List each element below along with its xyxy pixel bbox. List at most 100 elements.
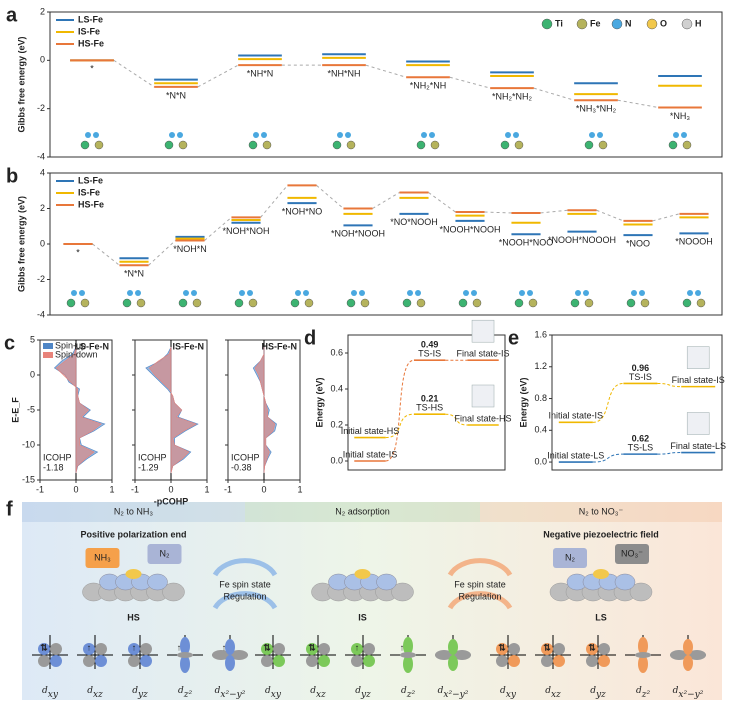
atom-icon — [527, 290, 533, 296]
connector — [92, 185, 680, 266]
atom-icon — [597, 132, 603, 138]
atom-icon — [673, 132, 679, 138]
electron-occupancy: ↑ — [355, 642, 360, 652]
orbital-lobe — [306, 655, 318, 667]
state-label: *NO*NOOH — [390, 217, 438, 227]
section-subtitle: Positive polarization end — [80, 529, 186, 539]
orbital-sub: xz — [93, 690, 103, 700]
y-axis-label: Gibbs free energy (eV) — [16, 36, 26, 132]
orbital-lobe — [635, 652, 651, 658]
y-tick-label: -2 — [37, 103, 45, 113]
orbital-sub: x²−y² — [443, 690, 468, 700]
orbital-main: d — [42, 686, 48, 696]
atom-icon — [570, 298, 580, 308]
y-tick-label: 2 — [40, 203, 45, 213]
orbital-lobe — [363, 643, 375, 655]
orbital-label: dxz — [545, 686, 561, 700]
x-tick-label: 0 — [261, 484, 266, 494]
section-subtitle: Negative piezoelectric field — [543, 529, 659, 539]
orbital-lobe — [688, 650, 706, 660]
state-label: *NOH*NOH — [222, 226, 269, 236]
orbital-lobe — [598, 655, 610, 667]
electron-occupancy: ↑ — [132, 642, 137, 652]
legend-label: HS-Fe — [78, 199, 104, 209]
orbital-label: dyz — [132, 686, 148, 700]
orbital-lobe — [363, 655, 375, 667]
orbital-lobe — [230, 650, 248, 660]
orbital-main: d — [673, 686, 679, 696]
orbital-sub: xz — [316, 690, 326, 700]
atom-icon — [360, 298, 370, 308]
y-axis-label: Energy (eV) — [518, 377, 528, 427]
cohp-curve — [55, 346, 102, 474]
orbital-sub: xy — [506, 690, 517, 700]
atom-icon — [304, 298, 314, 308]
y-tick-label: -4 — [37, 309, 45, 319]
legend-swatch — [43, 343, 53, 349]
y-axis-label: E-E_F — [10, 397, 20, 423]
orbital-label: dxy — [500, 686, 517, 700]
legend-label: IS-Fe — [78, 187, 100, 197]
orbital-main: d — [355, 686, 361, 696]
y-tick-label: 0.2 — [330, 419, 343, 429]
atom-icon — [696, 298, 706, 308]
spin-state: HS — [127, 612, 140, 622]
reaction-path — [385, 413, 468, 439]
y-tick-label: 0 — [30, 369, 35, 379]
cohp-title: LS-Fe-N — [75, 341, 110, 351]
fe-atom — [125, 569, 142, 579]
atom-icon — [682, 140, 692, 150]
state-label: *N*N — [124, 269, 144, 279]
orbital-lobe — [351, 655, 363, 667]
orbital-sub: yz — [137, 690, 148, 700]
molecule-label: NO₃⁻ — [621, 548, 643, 558]
atom-icon — [93, 132, 99, 138]
y-tick-label: -4 — [37, 151, 45, 161]
catalyst-atom — [629, 582, 653, 602]
orbital-main: d — [545, 686, 551, 696]
x-tick-label: -1 — [36, 484, 44, 494]
orbital-lobe — [95, 643, 107, 655]
y-tick-label: 1.6 — [534, 329, 547, 339]
atom-icon — [248, 140, 258, 150]
molecule-label: NH₃ — [94, 552, 111, 562]
orbital-label: dz² — [178, 686, 193, 700]
y-tick-label: -5 — [27, 404, 35, 414]
y-tick-label: 4 — [40, 167, 45, 177]
orbital-label: dz² — [636, 686, 651, 700]
orbital-lobe — [496, 655, 508, 667]
structure-icon — [471, 384, 495, 408]
atom-icon — [640, 298, 650, 308]
y-tick-label: -2 — [37, 274, 45, 284]
orbital-lobe — [586, 655, 598, 667]
legend-label: IS-Fe — [78, 26, 100, 36]
structure-icon — [686, 412, 710, 435]
electron-occupancy: ↑ — [400, 642, 405, 652]
state-label: TS-LS — [628, 442, 654, 452]
orbital-lobe — [638, 655, 648, 673]
molecule-label: N₂ — [565, 552, 575, 562]
orbital-lobe — [508, 643, 520, 655]
section-title: N₂ adsorption — [335, 506, 390, 516]
fe-atom — [593, 569, 609, 579]
atom-icon — [239, 290, 245, 296]
orbital-label: dx²−y² — [673, 686, 704, 700]
atom-icon — [695, 290, 701, 296]
legend-label: HS-Fe — [78, 38, 104, 48]
orbital-lobe — [670, 650, 688, 660]
state-label: *NOH*NOOH — [331, 229, 385, 239]
atom-icon — [416, 140, 426, 150]
orbital-label: dxy — [265, 686, 282, 700]
orbital-label: dyz — [590, 686, 606, 700]
atom-icon — [514, 298, 524, 308]
orbital-lobe — [83, 655, 95, 667]
catalyst-atom — [147, 573, 168, 591]
atom-icon — [192, 298, 202, 308]
orbital-lobe — [212, 650, 230, 660]
state-label: *NH*NH — [327, 69, 360, 79]
state-label: *NOO — [626, 239, 650, 249]
orbital-lobe — [448, 639, 458, 655]
atom-icon — [178, 298, 188, 308]
atom-legend-label: O — [660, 18, 667, 28]
atom-icon — [668, 140, 678, 150]
